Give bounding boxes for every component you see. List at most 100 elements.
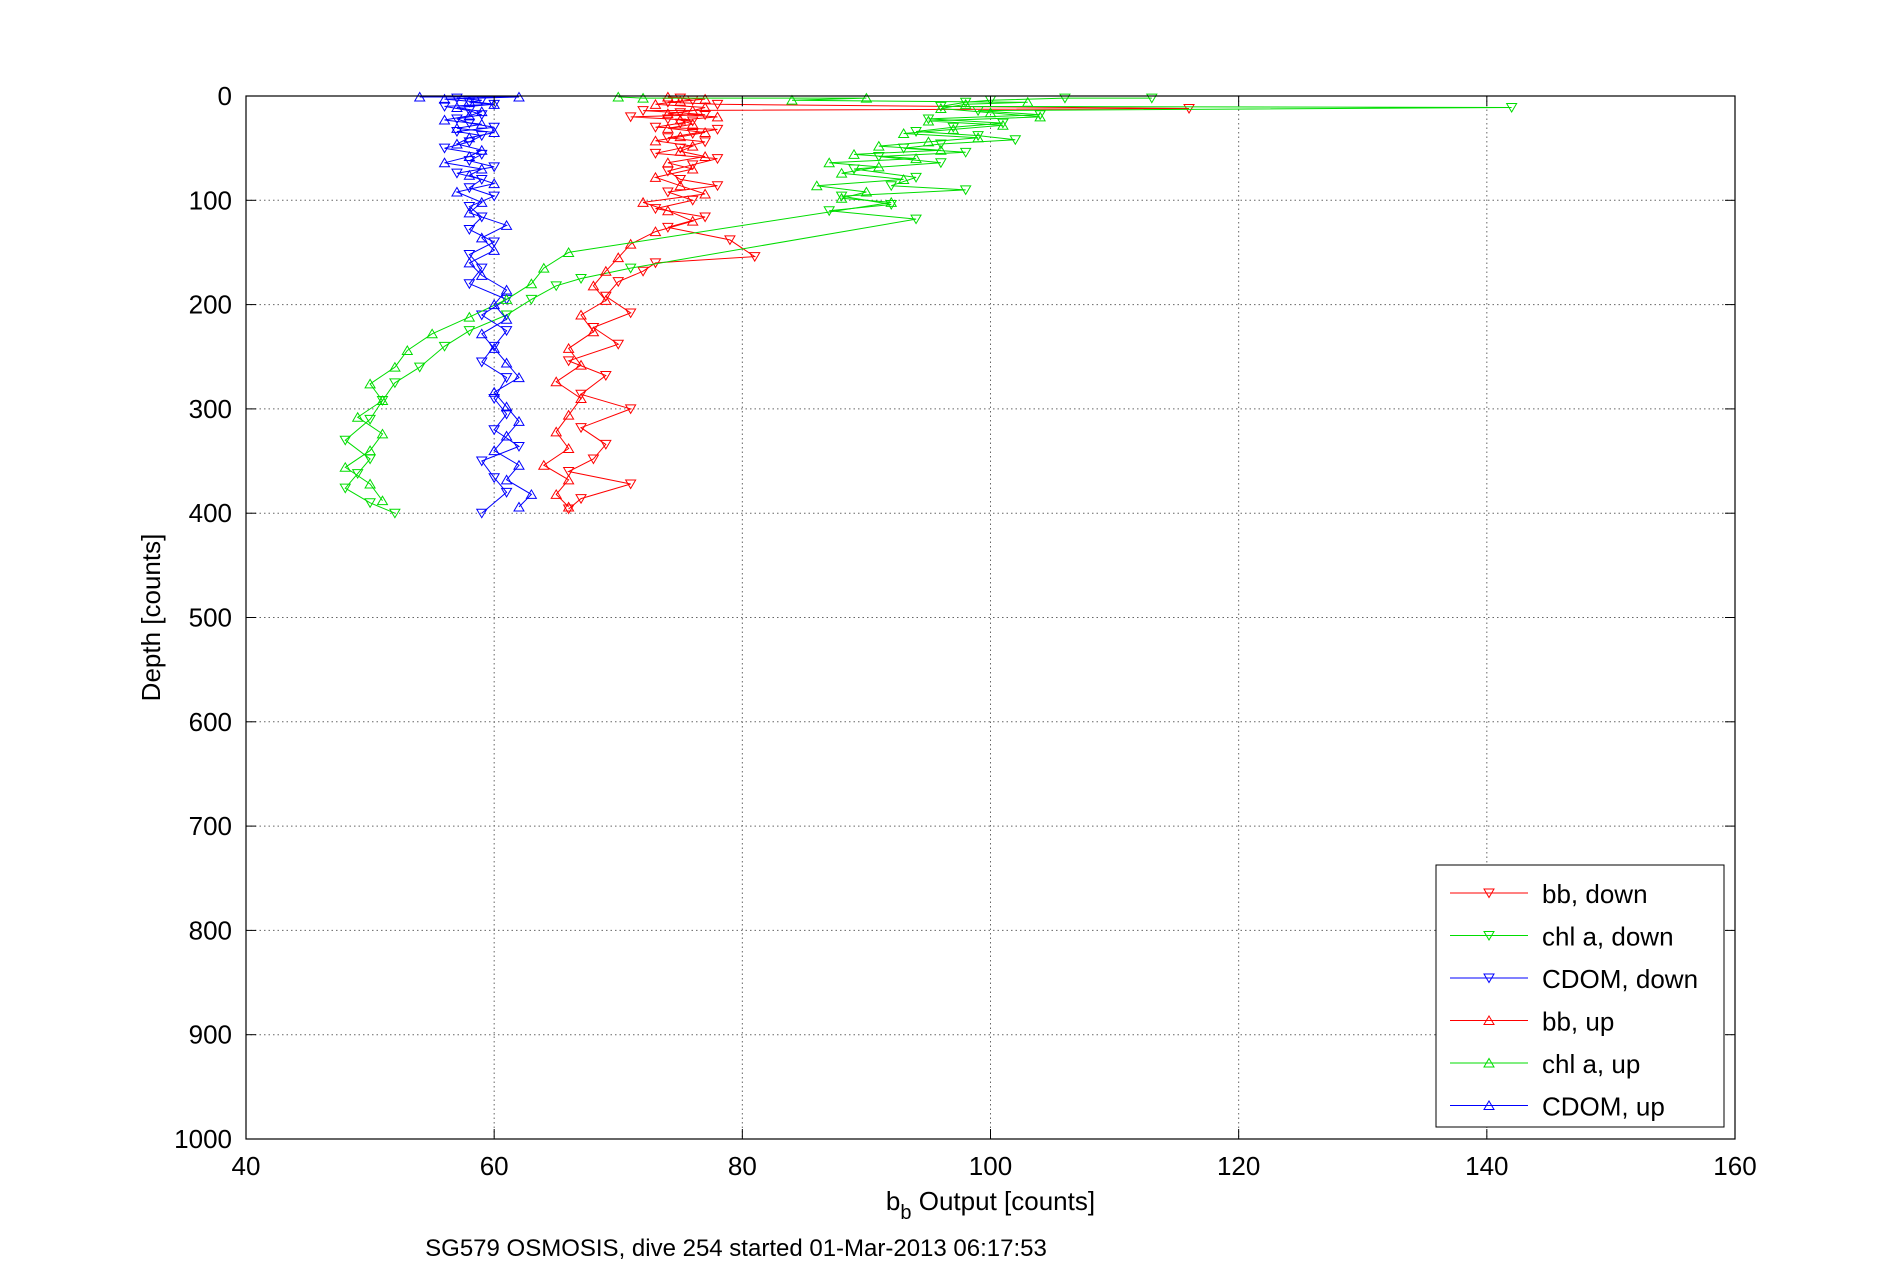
data-point — [500, 326, 513, 337]
series-1 — [339, 93, 1518, 519]
data-point — [711, 111, 724, 122]
data-point — [475, 212, 488, 223]
data-point — [339, 435, 352, 446]
data-point — [599, 371, 612, 382]
data-point — [649, 148, 662, 159]
axis-ticks: 40 60 80 100 120 140 160 0 100 200 300 400 500 600 700… — [174, 81, 1757, 1181]
legend-label: CDOM, down — [1542, 964, 1698, 994]
data-point — [562, 246, 575, 257]
data-point — [662, 91, 674, 102]
data-point — [562, 443, 575, 454]
data-point — [897, 128, 910, 139]
data-point — [351, 411, 364, 422]
data-point — [500, 293, 513, 304]
data-point — [1034, 110, 1047, 121]
data-point — [575, 309, 587, 320]
data-point — [500, 313, 513, 324]
data-point — [997, 118, 1009, 129]
legend-swatch-marker — [1483, 1015, 1495, 1025]
data-point — [959, 98, 972, 109]
data-point — [488, 299, 501, 310]
data-point — [1034, 111, 1047, 122]
data-point — [1183, 104, 1195, 115]
data-point — [711, 181, 724, 192]
data-point — [488, 473, 501, 484]
x-axis-label-main: b — [886, 1186, 900, 1216]
data-point — [885, 199, 898, 210]
data-point — [389, 508, 401, 519]
series-line — [567, 97, 1190, 510]
data-point — [488, 393, 501, 404]
series-line — [344, 96, 1041, 501]
data-point — [649, 226, 662, 237]
data-point — [587, 454, 600, 465]
y-tick-label: 800 — [189, 915, 232, 945]
data-point — [934, 103, 947, 114]
data-point — [463, 207, 476, 218]
data-point — [537, 459, 550, 470]
data-point — [475, 328, 488, 339]
data-point — [823, 157, 836, 168]
data-point — [810, 180, 823, 191]
data-point — [575, 389, 587, 400]
data-point — [562, 409, 575, 420]
data-point — [624, 238, 637, 249]
data-point — [451, 126, 463, 137]
data-point — [401, 345, 414, 355]
series-4 — [339, 91, 1047, 506]
data-point — [451, 122, 463, 133]
data-point — [972, 132, 984, 143]
data-point — [451, 101, 463, 112]
data-point — [922, 115, 935, 126]
data-point — [910, 172, 922, 183]
chart-caption: SG579 OSMOSIS, dive 254 started 01-Mar-2… — [425, 1235, 1047, 1262]
data-point — [364, 414, 376, 425]
data-point — [500, 409, 513, 420]
data-point — [686, 195, 699, 206]
data-point — [897, 173, 910, 184]
data-point — [575, 392, 587, 403]
data-point — [599, 439, 612, 450]
x-tick-label: 160 — [1713, 1151, 1756, 1181]
data-point — [860, 186, 873, 197]
data-point — [488, 127, 501, 138]
data-point — [475, 196, 488, 207]
data-point — [364, 445, 376, 456]
data-point — [984, 107, 997, 118]
y-tick-label: 200 — [189, 290, 232, 320]
data-point — [426, 328, 438, 339]
data-point — [463, 257, 476, 268]
x-tick-label: 60 — [480, 1151, 509, 1181]
data-point — [475, 508, 488, 519]
data-point — [475, 163, 488, 174]
data-point — [475, 118, 488, 129]
data-point — [934, 139, 947, 150]
data-point — [513, 501, 525, 512]
data-point — [711, 99, 724, 110]
data-point — [550, 488, 563, 499]
x-axis-label: bb Output [counts] — [886, 1186, 1095, 1224]
data-point — [413, 362, 426, 373]
data-point — [376, 428, 389, 439]
data-point — [1145, 93, 1158, 104]
data-point — [786, 94, 798, 105]
data-point — [500, 219, 513, 230]
data-point — [699, 127, 711, 138]
data-point — [972, 131, 984, 142]
data-point — [599, 294, 612, 305]
data-point — [637, 266, 649, 277]
data-point — [699, 110, 711, 121]
data-point — [637, 196, 649, 207]
data-point — [637, 106, 649, 117]
data-point — [724, 235, 736, 246]
data-point — [488, 178, 501, 189]
data-point — [488, 237, 501, 248]
data-point — [463, 326, 476, 337]
data-point — [488, 122, 501, 133]
data-point — [612, 277, 625, 288]
data-point — [525, 278, 538, 289]
data-point — [389, 378, 401, 389]
data-point — [1009, 135, 1022, 146]
legend-swatch-marker — [1483, 973, 1495, 984]
series-2 — [438, 93, 525, 519]
